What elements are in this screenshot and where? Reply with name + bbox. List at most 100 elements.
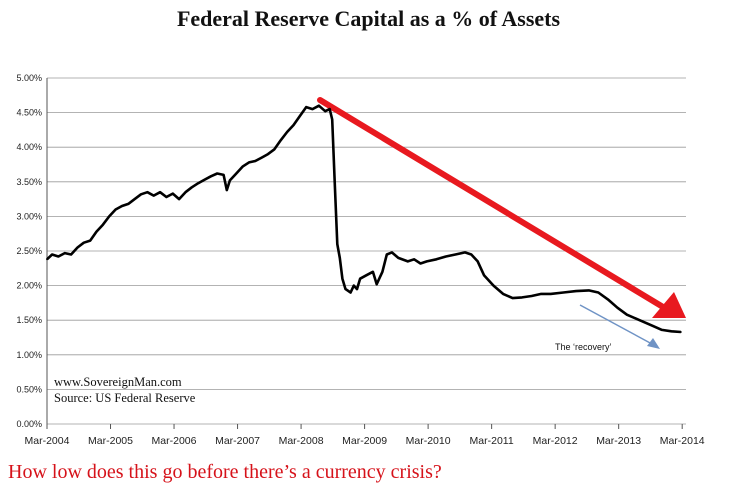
series-point (76, 246, 79, 249)
series-point (375, 283, 378, 286)
series-point (349, 291, 352, 294)
text-layer: The ‘recovery’ www.SovereignMan.com Sour… (54, 342, 612, 405)
series-point (210, 175, 212, 178)
series-point (222, 174, 225, 176)
axes-layer: 0.00% 0.50% 1.00% 1.50% 2.00% 2.50% 3.00% 3.50%… (16, 73, 704, 447)
series-point (336, 243, 339, 246)
series-point (260, 156, 263, 159)
series-point (419, 262, 422, 265)
series-point (279, 139, 282, 142)
series-point (616, 306, 619, 309)
trend-layer (317, 97, 686, 349)
series-point (492, 284, 495, 287)
series-point (331, 118, 334, 121)
series-point (254, 160, 257, 162)
y-tick-label: 5.00% (16, 73, 42, 83)
y-tick-label: 2.00% (16, 281, 42, 291)
series-point (292, 124, 295, 126)
note-website: www.SovereignMan.com (54, 375, 182, 389)
series-point (146, 191, 149, 194)
chart-title: Federal Reserve Capital as a % of Assets (176, 6, 561, 31)
note-source: Source: US Federal Reserve (54, 391, 196, 405)
series-point (435, 258, 438, 261)
series-point (46, 258, 48, 261)
series-point (352, 284, 355, 287)
series-point (89, 239, 92, 242)
series-point (171, 192, 174, 195)
series-point (114, 208, 117, 211)
series-layer (46, 104, 682, 334)
series-point (540, 293, 543, 295)
x-tick-label: Mar-2013 (596, 435, 641, 447)
series-point (638, 319, 641, 322)
series-point (521, 296, 523, 299)
series-point (651, 324, 654, 327)
footer-question: How low does this go before there’s a cu… (8, 461, 442, 483)
x-tick-label: Mar-2009 (342, 435, 387, 447)
series-point (454, 253, 457, 256)
series-point (127, 203, 130, 205)
series-point (338, 257, 341, 259)
series-point (235, 172, 238, 175)
series-point (385, 253, 388, 256)
series-point (152, 194, 155, 197)
x-tick-label: Mar-2010 (406, 435, 451, 447)
series-point (365, 274, 368, 277)
y-tick-label: 1.50% (16, 315, 42, 325)
x-tick-label: Mar-2004 (25, 435, 70, 447)
series-point (51, 253, 53, 256)
series-point (305, 106, 308, 108)
series-point (626, 313, 628, 316)
y-tick-label: 0.50% (16, 384, 42, 394)
red-trend-arrow-line (317, 97, 671, 313)
series-point (328, 108, 331, 110)
series-line (46, 104, 681, 334)
series-point (102, 223, 104, 226)
series-point (356, 288, 358, 290)
series-point (445, 255, 447, 258)
series-point (273, 148, 276, 151)
series-point (229, 179, 231, 182)
series-point (216, 172, 219, 175)
y-tick-label: 1.00% (16, 350, 42, 360)
series-point (511, 297, 514, 299)
series-point (184, 191, 187, 194)
series-point (381, 270, 384, 273)
series-point (406, 260, 409, 263)
series-point (483, 274, 485, 277)
y-tick-label: 3.50% (16, 177, 42, 187)
x-tick-label: Mar-2005 (88, 435, 133, 447)
series-point (95, 230, 98, 233)
x-tick-label: Mar-2008 (279, 435, 324, 447)
series-point (530, 295, 533, 297)
series-point (190, 186, 193, 189)
series-point (241, 165, 244, 168)
series-point (575, 290, 577, 292)
series-point (197, 182, 200, 185)
series-point (391, 251, 393, 254)
series-point (165, 196, 168, 198)
series-point (341, 277, 344, 280)
x-tick-label: Mar-2011 (470, 435, 514, 447)
series-point (324, 110, 327, 113)
series-point (502, 293, 504, 295)
series-point (344, 288, 347, 290)
y-tick-label: 0.00% (16, 419, 42, 429)
series-point (178, 198, 181, 201)
series-point (372, 270, 374, 273)
series-point (562, 291, 565, 294)
x-tick-label: Mar-2007 (215, 435, 260, 447)
series-point (57, 255, 60, 258)
series-point (670, 330, 673, 333)
series-point (470, 253, 473, 256)
series-point (225, 189, 228, 192)
series-point (333, 180, 336, 183)
series-point (661, 329, 663, 331)
series-point (476, 260, 479, 263)
y-tick-label: 2.50% (16, 246, 42, 256)
series-point (267, 153, 269, 156)
series-point (286, 131, 288, 133)
recovery-annotation: The ‘recovery’ (555, 342, 612, 352)
recovery-arrowhead (647, 338, 660, 349)
